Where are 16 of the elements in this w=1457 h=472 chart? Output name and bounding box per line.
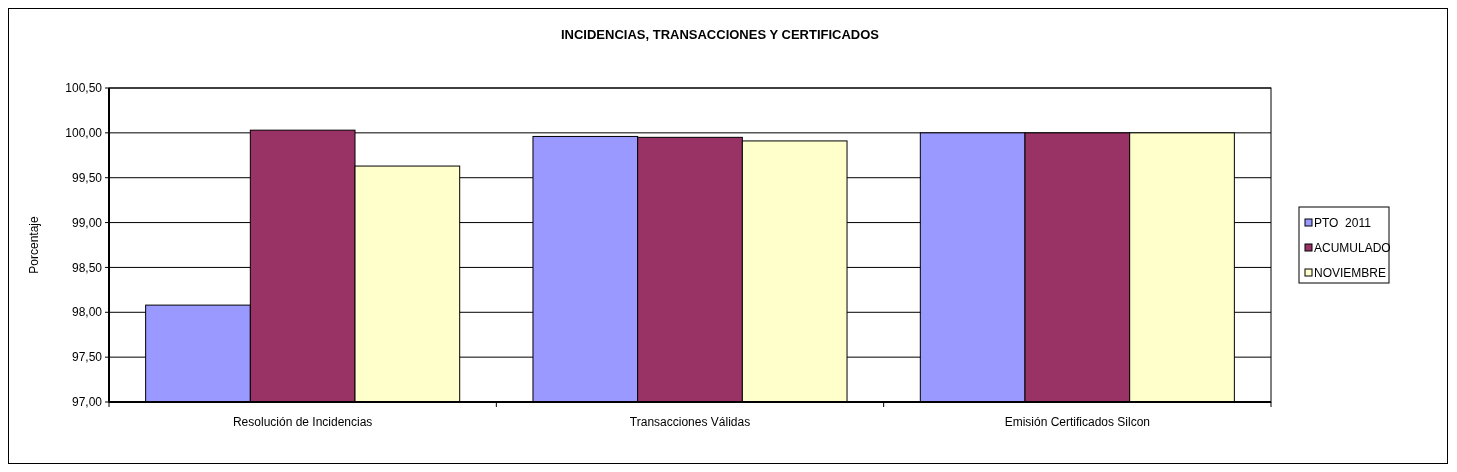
y-tick-label: 99,00	[71, 215, 103, 230]
y-axis-title: Porcentaje	[27, 215, 41, 274]
y-tick-label: 97,00	[71, 395, 103, 410]
chart-title: INCIDENCIAS, TRANSACCIONES Y CERTIFICADOS	[560, 27, 880, 42]
legend-label: NOVIEMBRE	[1314, 266, 1387, 281]
y-tick-label: 99,50	[71, 170, 103, 185]
legend-label: PTO 2011	[1314, 216, 1372, 231]
y-tick-label: 100,50	[65, 81, 103, 96]
y-tick-label: 100,00	[65, 126, 103, 141]
y-tick-label: 98,50	[71, 260, 103, 275]
x-tick-label: Resolución de Incidencias	[232, 415, 373, 429]
x-tick-label: Transacciones Válidas	[629, 415, 751, 429]
legend-label: ACUMULADO	[1314, 241, 1391, 256]
y-tick-label: 98,00	[71, 305, 103, 320]
x-tick-label: Emisión Certificados Silcon	[1004, 415, 1151, 429]
y-tick-label: 97,50	[71, 350, 103, 365]
